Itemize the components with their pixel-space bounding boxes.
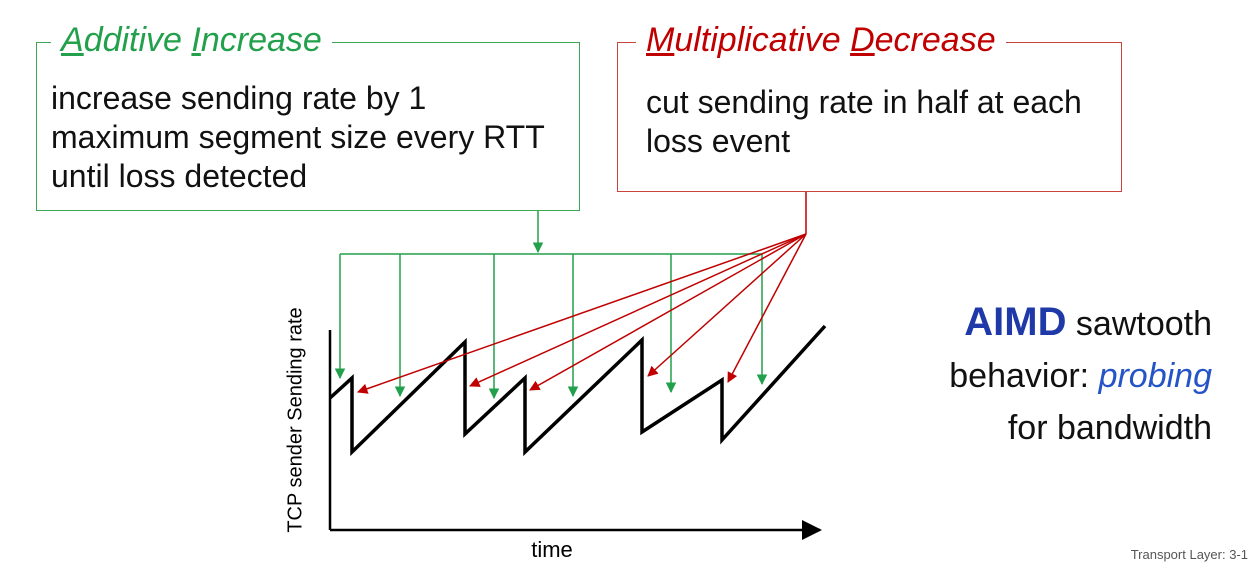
x-axis-label: time — [531, 537, 573, 562]
aimd-line-3: for bandwidth — [1007, 409, 1212, 447]
y-axis-label: TCP sender Sending rate — [284, 307, 307, 533]
aimd-line-2: behavior: probing — [949, 357, 1212, 395]
multiplicative-arrow — [357, 233, 807, 394]
multiplicative-arrow — [469, 233, 807, 387]
multiplicative-arrow — [727, 233, 807, 383]
slide-footer: Transport Layer: 3-1 — [1130, 547, 1248, 562]
aimd-line-1: AIMD sawtooth — [964, 300, 1212, 344]
multiplicative-decrease-box: Multiplicative Decrease cut sending rate… — [617, 20, 1122, 192]
additive-increase-title: Additive Increase — [51, 20, 332, 60]
additive-increase-box: Additive Increase increase sending rate … — [36, 20, 580, 211]
multiplicative-arrow — [529, 233, 807, 391]
probing-emphasis: probing — [1098, 357, 1212, 395]
multiplicative-decrease-title: Multiplicative Decrease — [636, 20, 1006, 60]
aimd-keyword: AIMD — [964, 300, 1067, 344]
sawtooth-line — [328, 324, 827, 457]
additive-increase-text: increase sending rate by 1 maximum segme… — [51, 80, 545, 194]
multiplicative-decrease-text: cut sending rate in half at each loss ev… — [646, 84, 1082, 159]
aimd-caption: AIMD sawtooth behavior: probing for band… — [949, 296, 1212, 454]
multiplicative-arrow — [647, 233, 807, 377]
